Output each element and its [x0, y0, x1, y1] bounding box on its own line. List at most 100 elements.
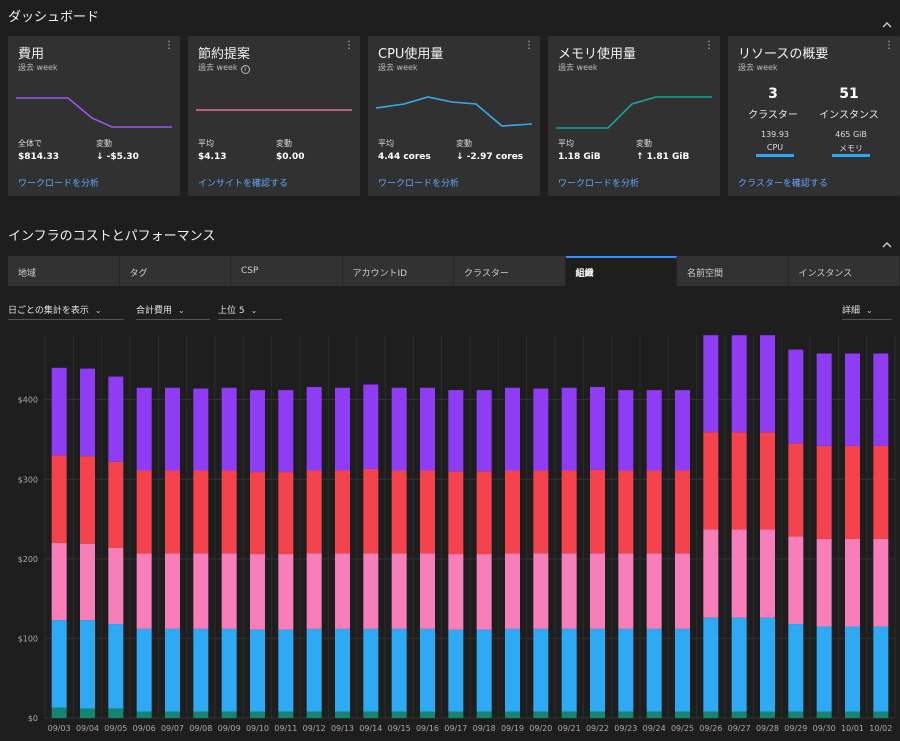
- bar-segment-s4: [108, 376, 124, 462]
- bar-segment-s3: [873, 445, 889, 539]
- x-tick-label: 09/23: [614, 724, 637, 733]
- kebab-menu-icon[interactable]: ⋮: [344, 40, 354, 51]
- check-insights-link[interactable]: インサイトを確認する: [198, 179, 289, 189]
- card-title: リソースの概要: [738, 47, 829, 62]
- tab-account-id[interactable]: アカウントID: [342, 256, 454, 286]
- kebab-menu-icon[interactable]: ⋮: [884, 40, 894, 51]
- bar-segment-s3: [136, 470, 152, 554]
- bar-segment-s3: [816, 445, 832, 539]
- memory-card: メモリ使用量 過去 week ⋮ 平均 変動 1.18 GiB ↑ 1.81 G…: [548, 36, 720, 196]
- bar-segment-s3: [476, 471, 492, 555]
- bar-segment-s4: [193, 388, 209, 471]
- bar-segment-s4: [136, 387, 152, 471]
- bar-segment-s0: [590, 711, 605, 718]
- bar-segment-s4: [703, 335, 719, 433]
- card-title: 費用: [18, 47, 45, 62]
- bar-segment-s4: [646, 390, 662, 471]
- bar-segment-s0: [391, 711, 407, 718]
- bar-segment-s1: [675, 628, 690, 712]
- kebab-menu-icon[interactable]: ⋮: [704, 40, 714, 51]
- x-tick-label: 09/28: [756, 724, 779, 733]
- tab-region[interactable]: 地域: [8, 256, 120, 286]
- bar-segment-s3: [51, 455, 67, 543]
- summary-cards: 費用 過去 week ⋮ 全体で 変動 $814.33 ↓ -$5.30 ワーク…: [8, 36, 900, 196]
- dashboard-collapse-icon[interactable]: [882, 20, 892, 30]
- x-tick-label: 09/24: [643, 724, 666, 733]
- y-tick-label: $0: [28, 714, 38, 723]
- bar-segment-s1: [561, 628, 577, 712]
- bar-segment-s3: [448, 471, 464, 555]
- bar-segment-s2: [618, 553, 634, 629]
- bar-segment-s0: [51, 707, 67, 718]
- analyze-workload-link[interactable]: ワークロードを分析: [18, 179, 100, 189]
- bar-segment-s2: [476, 554, 492, 630]
- bar-segment-s4: [448, 390, 464, 472]
- chevron-down-icon: ⌄: [250, 306, 258, 315]
- bar-segment-s3: [675, 470, 690, 554]
- bar-segment-s3: [703, 432, 719, 530]
- instance-label: インスタンス: [819, 110, 879, 121]
- bar-segment-s4: [391, 387, 407, 471]
- kebab-menu-icon[interactable]: ⋮: [524, 40, 534, 51]
- bar-segment-s4: [788, 349, 804, 444]
- bar-segment-s2: [80, 543, 95, 621]
- x-tick-label: 09/16: [416, 724, 439, 733]
- x-tick-label: 09/29: [784, 724, 807, 733]
- bar-segment-s0: [306, 711, 322, 718]
- bar-segment-s1: [108, 624, 124, 709]
- bar-segment-s3: [278, 472, 294, 555]
- x-tick-label: 09/10: [246, 724, 269, 733]
- bar-segment-s0: [335, 711, 350, 718]
- detail-dropdown[interactable]: 詳細 ⌄: [842, 298, 892, 320]
- kebab-menu-icon[interactable]: ⋮: [164, 40, 174, 51]
- stat-label: 平均: [378, 139, 394, 148]
- bar-segment-s3: [306, 470, 322, 554]
- top-n-dropdown[interactable]: 上位 5 ⌄: [218, 298, 282, 320]
- tab-csp[interactable]: CSP: [231, 256, 343, 286]
- card-title: 節約提案: [198, 47, 251, 62]
- memory-sparkline: [556, 96, 712, 129]
- bar-segment-s1: [391, 628, 407, 712]
- stat-label: 変動: [456, 139, 472, 148]
- bar-segment-s2: [816, 538, 832, 627]
- chevron-down-icon: ⌄: [94, 306, 102, 315]
- bar-segment-s2: [675, 553, 690, 629]
- check-clusters-link[interactable]: クラスターを確認する: [738, 179, 828, 189]
- x-tick-label: 09/19: [501, 724, 524, 733]
- tab-instance[interactable]: インスタンス: [788, 256, 900, 286]
- analyze-workload-link[interactable]: ワークロードを分析: [378, 179, 460, 189]
- bar-segment-s2: [845, 538, 860, 627]
- stat-value: 4.44 cores: [378, 152, 431, 162]
- bar-segment-s3: [108, 461, 124, 548]
- info-icon[interactable]: i: [240, 65, 250, 74]
- x-tick-label: 09/13: [331, 724, 354, 733]
- stat-label: 平均: [198, 139, 214, 148]
- infra-collapse-icon[interactable]: [882, 240, 892, 250]
- card-subtitle: 過去 week i: [198, 62, 250, 74]
- bar-segment-s3: [845, 445, 860, 539]
- bar-segment-s1: [618, 628, 634, 712]
- bar-segment-s4: [335, 387, 350, 471]
- cpu-value: 139.93: [761, 130, 789, 139]
- bar-segment-s3: [533, 470, 549, 554]
- bar-segment-s3: [646, 470, 662, 554]
- stat-value: $814.33: [18, 152, 59, 162]
- tab-namespace[interactable]: 名前空間: [677, 256, 789, 286]
- bar-segment-s1: [420, 628, 435, 712]
- bar-segment-s0: [505, 711, 520, 718]
- aggregation-dropdown[interactable]: 日ごとの集計を表示 ⌄: [8, 298, 124, 320]
- tab-cluster[interactable]: クラスター: [454, 256, 566, 286]
- bar-segment-s4: [760, 335, 775, 433]
- x-tick-label: 09/09: [218, 724, 241, 733]
- analyze-workload-link[interactable]: ワークロードを分析: [558, 179, 640, 189]
- bar-segment-s2: [703, 529, 719, 618]
- bar-segment-s0: [363, 711, 379, 718]
- bar-segment-s4: [590, 386, 605, 470]
- tab-tag[interactable]: タグ: [119, 256, 231, 286]
- metric-dropdown[interactable]: 合計費用 ⌄: [136, 298, 210, 320]
- savings-sparkline: [196, 109, 352, 111]
- bar-segment-s0: [420, 711, 435, 718]
- tab-organization[interactable]: 組織: [565, 256, 677, 286]
- card-subtitle: 過去 week: [378, 63, 418, 72]
- bar-segment-s1: [165, 628, 180, 712]
